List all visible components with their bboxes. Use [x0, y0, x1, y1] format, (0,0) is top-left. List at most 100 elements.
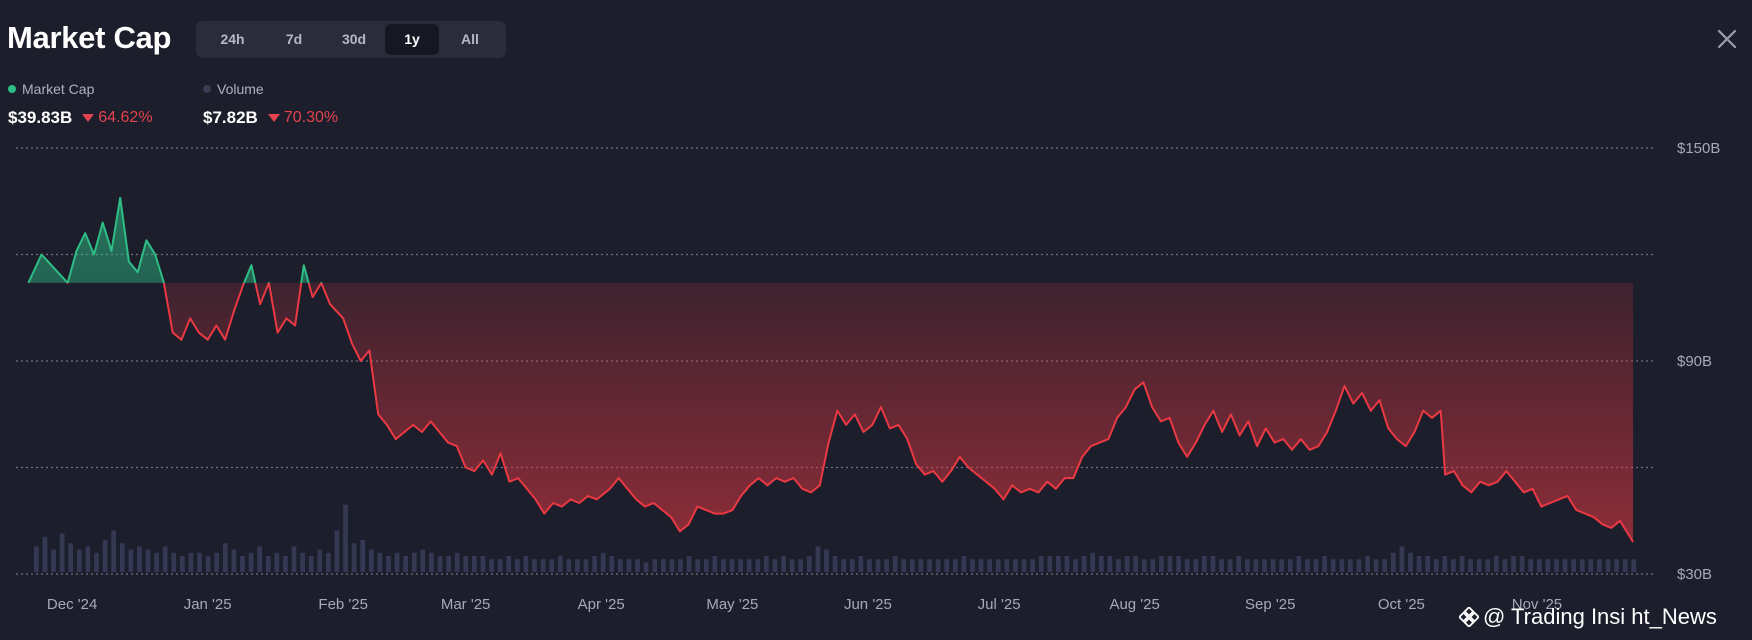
volume-bar: [257, 546, 263, 572]
volume-bar: [824, 549, 829, 572]
market-cap-line-down: [28, 282, 1634, 543]
volume-bar: [85, 546, 91, 572]
binance-logo-icon: [1459, 607, 1479, 627]
volume-bar: [1494, 556, 1499, 572]
volume-bar: [1073, 559, 1078, 572]
volume-bar: [1210, 556, 1216, 572]
volume-bar: [592, 556, 597, 572]
volume-bar: [1236, 556, 1242, 572]
volume-bar: [1141, 559, 1147, 572]
volume-bar: [1579, 559, 1585, 572]
volume-bar: [1545, 559, 1551, 572]
volume-bar: [806, 556, 812, 572]
y-tick-label: $150B: [1677, 140, 1720, 157]
volume-bar: [1176, 556, 1181, 572]
volume-bar: [240, 556, 245, 572]
volume-bar: [815, 546, 821, 572]
volume-bar: [205, 556, 211, 572]
volume-bar: [1442, 556, 1448, 572]
volume-bar: [429, 552, 434, 572]
volume-bar: [952, 559, 958, 572]
volume-bar: [222, 543, 228, 572]
triangle-down-icon: [82, 114, 95, 122]
close-icon[interactable]: [1714, 26, 1740, 52]
volume-bar: [1348, 559, 1353, 572]
legend-volume[interactable]: Volume: [203, 81, 264, 97]
volume-bar: [1468, 559, 1473, 572]
volume-stat: $7.82B 70.30%: [203, 108, 338, 128]
tab-1y[interactable]: 1y: [385, 24, 439, 55]
volume-bar: [557, 556, 563, 572]
x-tick-label: Nov '25: [1512, 596, 1562, 613]
volume-bar: [394, 552, 400, 572]
y-tick-label: $90B: [1677, 353, 1712, 370]
volume-bar: [1416, 556, 1422, 572]
volume-bar: [171, 552, 177, 572]
x-tick-label: May '25: [706, 596, 758, 613]
volume-bar: [1528, 559, 1534, 572]
volume-bar: [76, 549, 82, 572]
legend-volume-label: Volume: [217, 81, 264, 97]
volume-bar: [326, 552, 331, 572]
volume-bar: [944, 559, 950, 572]
volume-bar: [1227, 559, 1233, 572]
volume-bar: [291, 546, 297, 572]
volume-bar: [514, 559, 520, 572]
volume-bar: [678, 559, 683, 572]
volume-bar: [137, 546, 142, 572]
volume-bar: [1622, 559, 1628, 572]
volume-bar: [1373, 559, 1379, 572]
volume-bar: [1296, 556, 1302, 572]
volume-bar: [910, 559, 915, 572]
volume-bar: [1485, 559, 1491, 572]
volume-bar: [789, 559, 795, 572]
volume-bar: [154, 552, 159, 572]
market-cap-line-up: [27, 196, 323, 283]
volume-bar: [1244, 559, 1250, 572]
volume-bar: [1322, 556, 1327, 572]
volume-bar: [119, 543, 125, 572]
volume-bar: [446, 556, 451, 572]
volume-bar: [300, 552, 305, 572]
volume-bar: [1399, 546, 1405, 572]
volume-bar: [1631, 559, 1637, 572]
volume-bar: [1511, 556, 1516, 572]
volume-bar: [1116, 559, 1121, 572]
x-tick-label: Aug '25: [1109, 596, 1159, 613]
volume-bar: [1021, 559, 1027, 572]
area-fill-below: [28, 282, 1634, 542]
volume-bar: [798, 559, 804, 572]
tab-all[interactable]: All: [461, 31, 479, 47]
volume-bar: [738, 559, 743, 572]
volume-bar: [102, 540, 108, 572]
tab-7d[interactable]: 7d: [285, 31, 303, 47]
volume-bar: [1459, 556, 1465, 572]
volume-bar: [652, 559, 658, 572]
volume-bar: [1614, 559, 1619, 572]
volume-bar: [669, 559, 675, 572]
volume-bar: [334, 530, 340, 572]
volume-bar: [34, 546, 39, 572]
x-tick-label: Dec '24: [47, 596, 97, 613]
x-tick-label: Mar '25: [441, 596, 491, 613]
volume-bar: [411, 552, 417, 572]
tab-30d[interactable]: 30d: [341, 31, 367, 47]
watermark: @ Trading Insi ht_News: [1459, 604, 1717, 630]
volume-bar: [214, 552, 220, 572]
volume-bar: [1270, 559, 1276, 572]
x-tick-label: Jul '25: [978, 596, 1021, 613]
market-cap-change-value: 64.62%: [98, 109, 153, 126]
legend-market-cap[interactable]: Market Cap: [8, 81, 94, 97]
volume-bar: [1305, 559, 1310, 572]
volume-bar: [283, 556, 288, 572]
volume-bar: [523, 556, 529, 572]
volume-bar: [1184, 559, 1190, 572]
volume-bar: [703, 559, 709, 572]
x-tick-label: Apr '25: [578, 596, 625, 613]
tab-24h[interactable]: 24h: [220, 31, 245, 47]
volume-bar: [1064, 556, 1070, 572]
volume-bar: [609, 556, 615, 572]
volume-bar: [1365, 556, 1370, 572]
volume-bar: [1536, 559, 1542, 572]
